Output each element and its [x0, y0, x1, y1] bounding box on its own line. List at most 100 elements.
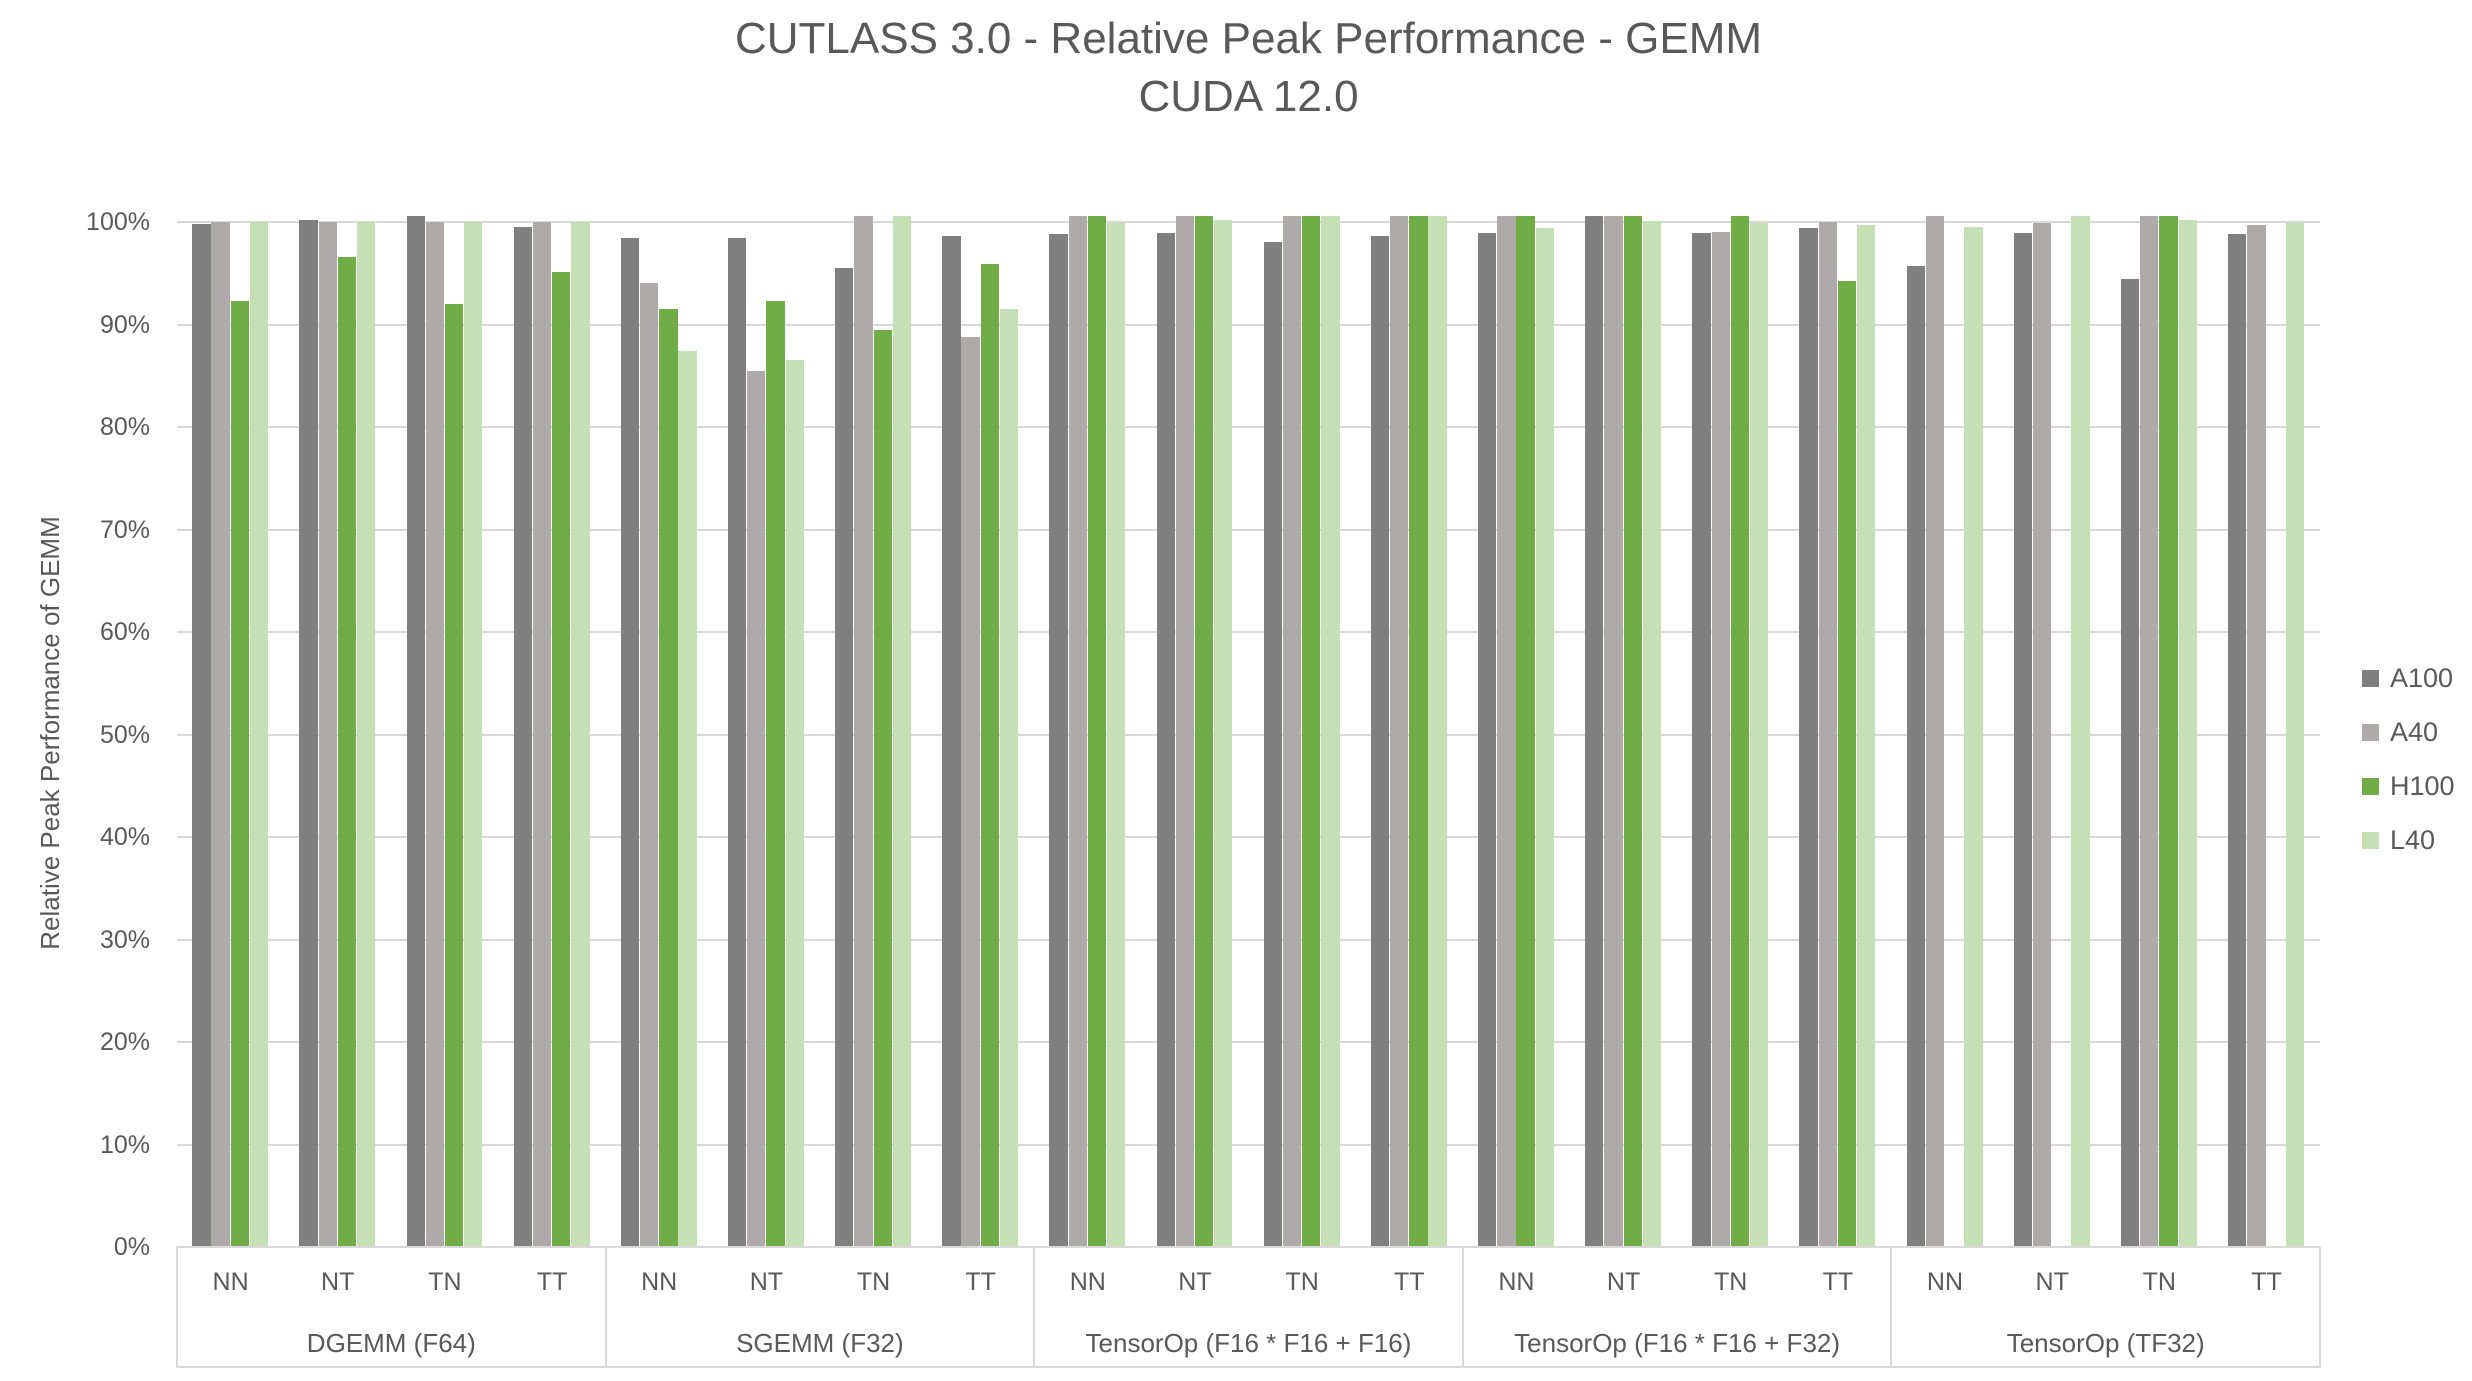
bar-a100-tensorop-tf32-nn	[1906, 266, 1925, 1247]
bar-a40-dgemm-f64-tt	[532, 222, 552, 1247]
y-tick-label: 50%	[99, 720, 150, 749]
bar-a100-dgemm-f64-tn	[406, 215, 425, 1247]
legend-item-h100: H100	[2362, 759, 2455, 813]
bar-a100-dgemm-f64-nt	[299, 220, 318, 1247]
gridline-30pct	[177, 938, 2320, 941]
category-label-nn: NN	[1069, 1268, 1106, 1296]
category-band-separator	[1461, 1247, 1464, 1368]
bar-l40-tensorop-f16-f16-f16-nt	[1214, 220, 1233, 1247]
bar-a100-tensorop-f16-f16-f32-tn	[1692, 233, 1711, 1247]
bar-h100-tensorop-f16-f16-f32-nn	[1516, 215, 1535, 1247]
bar-a100-tensorop-f16-f16-f16-nt	[1156, 233, 1175, 1247]
bar-a100-tensorop-f16-f16-f16-tn	[1263, 241, 1283, 1247]
bar-a40-tensorop-f16-f16-f32-tt	[1818, 222, 1837, 1247]
bar-l40-sgemm-f32-nt	[785, 360, 804, 1247]
legend-swatch-a40	[2362, 723, 2379, 741]
category-label-tn: TN	[2142, 1268, 2176, 1296]
bar-h100-tensorop-f16-f16-f16-tn	[1302, 215, 1321, 1247]
bar-h100-sgemm-f32-tn	[873, 329, 892, 1247]
bar-h100-dgemm-f64-nt	[337, 256, 357, 1247]
legend-swatch-h100	[2362, 777, 2379, 795]
category-label-nt: NT	[321, 1268, 355, 1296]
category-band-separator	[176, 1247, 178, 1368]
chart-subtitle: CUDA 12.0	[1138, 72, 1359, 121]
category-label-nt: NT	[749, 1268, 784, 1296]
category-band-separator	[1033, 1247, 1036, 1368]
y-tick-label: 90%	[99, 310, 150, 339]
y-tick-label: 100%	[86, 208, 150, 236]
bar-a100-sgemm-f32-nn	[620, 238, 640, 1247]
category-band-separator	[1890, 1247, 1893, 1368]
category-band-separator	[604, 1247, 607, 1368]
bar-a40-tensorop-f16-f16-f32-nt	[1604, 215, 1623, 1247]
legend-swatch-l40	[2362, 831, 2379, 849]
bar-a100-sgemm-f32-nt	[727, 238, 747, 1247]
gridline-60pct	[177, 631, 2320, 633]
bar-a40-tensorop-tf32-nn	[1925, 215, 1945, 1247]
legend-item-a40: A40	[2362, 705, 2455, 759]
bar-l40-sgemm-f32-tt	[999, 309, 1019, 1247]
category-label-nn: NN	[1498, 1268, 1535, 1296]
category-label-nt: NT	[1606, 1268, 1641, 1296]
gridline-40pct	[177, 836, 2320, 838]
group-label-dgemm-f64: DGEMM (F64)	[306, 1328, 476, 1358]
group-label-tensorop-tf32: TensorOp (TF32)	[2006, 1328, 2205, 1358]
category-label-tt: TT	[536, 1268, 568, 1296]
gridline-80pct	[177, 426, 2320, 428]
category-label-tt: TT	[1394, 1268, 1425, 1296]
bar-l40-tensorop-tf32-nt	[2071, 215, 2090, 1247]
legend-item-a100: A100	[2362, 651, 2455, 705]
y-tick-label: 40%	[99, 823, 150, 851]
bar-l40-tensorop-f16-f16-f32-tt	[1857, 225, 1876, 1247]
group-label-sgemm-f32: SGEMM (F32)	[736, 1328, 904, 1358]
bar-l40-tensorop-tf32-tt	[2285, 223, 2304, 1247]
legend-label-l40: L40	[2390, 824, 2436, 855]
bar-a100-tensorop-tf32-tn	[2120, 279, 2140, 1247]
bar-h100-dgemm-f64-tt	[552, 272, 571, 1247]
bar-a40-sgemm-f32-tn	[854, 215, 873, 1247]
bar-a100-tensorop-f16-f16-f16-nn	[1049, 234, 1068, 1247]
bar-a40-tensorop-f16-f16-f32-nn	[1497, 215, 1516, 1247]
category-label-tn: TN	[1714, 1268, 1748, 1296]
bar-a40-dgemm-f64-nn	[211, 222, 230, 1247]
bar-a100-tensorop-tf32-nt	[2013, 233, 2033, 1247]
bar-a100-tensorop-tf32-tt	[2228, 234, 2247, 1247]
group-label-tensorop-f16-f16-f32: TensorOp (F16 * F16 + F32)	[1514, 1328, 1841, 1358]
category-band-bottom-border	[177, 1366, 2320, 1368]
bar-h100-sgemm-f32-nt	[766, 300, 785, 1247]
bar-l40-tensorop-f16-f16-f16-tt	[1428, 215, 1447, 1247]
bar-l40-sgemm-f32-tn	[892, 215, 912, 1247]
category-label-nn: NN	[641, 1268, 678, 1296]
bar-a100-tensorop-f16-f16-f32-nt	[1585, 215, 1604, 1247]
bar-l40-sgemm-f32-nn	[678, 351, 697, 1247]
legend-label-a100: A100	[2390, 662, 2454, 693]
gridline-70pct	[177, 528, 2320, 531]
bar-a40-tensorop-tf32-tt	[2247, 225, 2266, 1247]
bar-l40-dgemm-f64-tt	[571, 222, 590, 1247]
gridline-10pct	[177, 1143, 2320, 1146]
category-label-tn: TN	[1285, 1268, 1319, 1296]
bar-h100-tensorop-f16-f16-f32-tt	[1837, 281, 1857, 1247]
legend-item-l40: L40	[2362, 813, 2455, 867]
bar-h100-dgemm-f64-nn	[230, 300, 249, 1247]
bar-h100-tensorop-f16-f16-f32-nt	[1623, 215, 1642, 1247]
legend-swatch-a100	[2362, 669, 2379, 687]
bar-h100-tensorop-f16-f16-f16-tt	[1409, 215, 1428, 1247]
bar-a40-tensorop-tf32-tn	[2140, 215, 2159, 1247]
bar-l40-tensorop-tf32-tn	[2178, 220, 2197, 1247]
gridline-50pct	[177, 733, 2320, 736]
bar-a100-sgemm-f32-tn	[835, 268, 854, 1247]
bar-l40-tensorop-f16-f16-f32-tn	[1749, 223, 1769, 1247]
legend-label-a40: A40	[2390, 716, 2439, 747]
bar-a40-sgemm-f32-tt	[961, 336, 980, 1247]
category-label-nn: NN	[212, 1268, 249, 1296]
y-tick-label: 30%	[99, 925, 150, 954]
bar-h100-dgemm-f64-tn	[444, 304, 464, 1247]
bar-h100-tensorop-tf32-tn	[2159, 215, 2178, 1247]
bar-a100-dgemm-f64-nn	[192, 224, 211, 1247]
chart-title: CUTLASS 3.0 - Relative Peak Performance …	[735, 14, 1762, 63]
legend-label-h100: H100	[2390, 770, 2455, 801]
y-tick-label: 20%	[99, 1028, 150, 1056]
gridline-100pct	[177, 221, 2320, 223]
